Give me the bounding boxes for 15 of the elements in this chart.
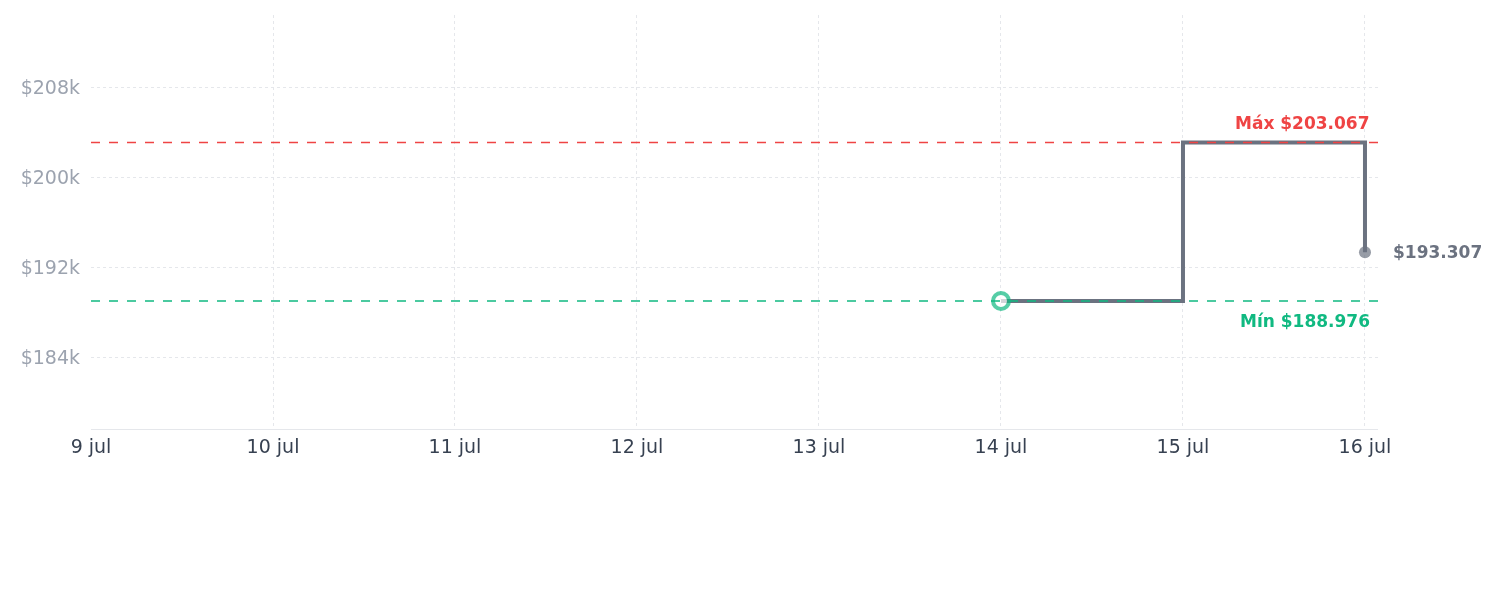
x-tick-label: 14 jul: [974, 434, 1028, 457]
x-tick-label: 12 jul: [610, 434, 664, 457]
y-tick-label: $192k: [20, 255, 80, 278]
x-tick-label: 9 jul: [70, 434, 112, 457]
x-tick-label: 11 jul: [428, 434, 482, 457]
x-tick-label: 15 jul: [1156, 434, 1210, 457]
annotation: $193.307: [1393, 242, 1483, 262]
ref-line-label: Mín $188.976: [1240, 311, 1371, 331]
y-tick-label: $184k: [20, 345, 80, 368]
x-tick-label: 10 jul: [246, 434, 300, 457]
ref-line-label: Máx $203.067: [1235, 113, 1370, 133]
y-tick-label: $208k: [20, 75, 80, 98]
x-tick-label: 13 jul: [792, 434, 846, 457]
y-tick-label: $200k: [20, 165, 80, 188]
x-tick-label: 16 jul: [1338, 434, 1392, 457]
